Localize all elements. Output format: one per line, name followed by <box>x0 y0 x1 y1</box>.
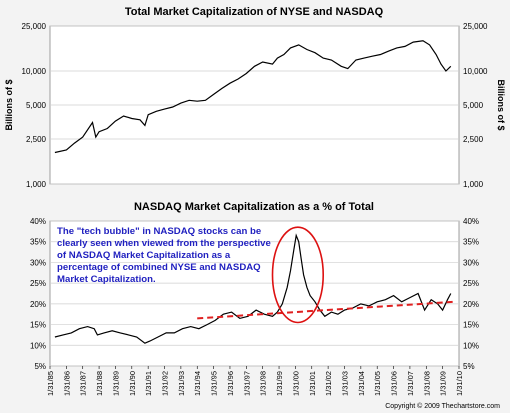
top-ytick-label-right: 10,000 <box>463 67 488 76</box>
copyright-text: Copyright © 2009 Thechartstore.com <box>385 402 500 410</box>
bottom-yaxis-right: 5% 10% 15% 20% 25% 30% 35% 40% <box>463 217 479 371</box>
top-ylabel-right: Billions of $ <box>496 79 506 130</box>
top-ytick-label-left: 2,500 <box>26 135 47 144</box>
bottom-ytick-label-left: 25% <box>30 279 46 288</box>
bottom-series-line <box>54 233 452 344</box>
bottom-plot-area <box>49 220 460 367</box>
bottom-xtick-label: 1/31/04 <box>357 371 366 396</box>
top-ylabel-left: Billions of $ <box>4 79 14 130</box>
bottom-ytick-label-left: 35% <box>30 238 46 247</box>
annotation-line-4: percentage of combined NYSE and NASDAQ <box>57 262 261 273</box>
top-ytick-label-left: 10,000 <box>22 67 47 76</box>
bottom-xtick-label: 1/31/87 <box>79 371 88 396</box>
top-ytick-label-right: 2,500 <box>463 135 484 144</box>
annotation-line-2: clearly seen when viewed from the perspe… <box>57 238 271 249</box>
bubble-annotation: The "tech bubble" in NASDAQ stocks can b… <box>57 226 271 285</box>
bottom-xtick-label: 1/31/91 <box>144 371 153 396</box>
top-ytick-label-left: 5,000 <box>26 101 47 110</box>
bottom-yaxis-left: 5% 10% 15% 20% 25% 30% 35% 40% <box>30 217 46 371</box>
bottom-ytick-label-right: 10% <box>463 341 479 350</box>
bottom-xtick-label: 1/31/00 <box>291 371 300 396</box>
top-series <box>54 40 452 154</box>
bottom-ytick-label-right: 25% <box>463 279 479 288</box>
top-ytick-label-left: 1,000 <box>26 180 47 189</box>
bottom-ytick-label-right: 30% <box>463 258 479 267</box>
top-ytick-label-right: 25,000 <box>463 22 488 31</box>
top-chart-title: Total Market Capitalization of NYSE and … <box>125 6 384 18</box>
bottom-ytick-label-left: 30% <box>30 258 46 267</box>
annotation-line-1: The "tech bubble" in NASDAQ stocks can b… <box>57 226 261 237</box>
bottom-xtick-label: 1/31/97 <box>242 371 251 396</box>
bottom-trend-line <box>197 300 455 320</box>
bottom-xtick-label: 1/31/99 <box>275 371 284 396</box>
bottom-xtick-label: 1/31/85 <box>46 371 55 396</box>
bottom-ytick-label-right: 40% <box>463 217 479 226</box>
bottom-xtick-label: 1/31/92 <box>161 371 170 396</box>
bottom-xtick-label: 1/31/01 <box>308 371 317 396</box>
bottom-ytick-label-right: 15% <box>463 321 479 330</box>
top-series-line <box>54 40 452 154</box>
top-gridlines <box>50 25 459 185</box>
bottom-ytick-label-left: 20% <box>30 300 46 309</box>
top-ytick-label-left: 25,000 <box>22 22 47 31</box>
annotation-line-3: of NASDAQ Market Capitalization as a <box>57 250 231 261</box>
bottom-xtick-label: 1/31/94 <box>193 371 202 396</box>
annotation-line-5: Market Capitalization. <box>57 274 156 285</box>
bottom-ytick-label-left: 40% <box>30 217 46 226</box>
top-chart: 1,000 2,500 5,000 10,000 25,000 1,000 2,500 5,… <box>4 6 506 189</box>
bubble-highlight-ellipse <box>271 226 325 324</box>
bottom-xtick-label: 1/31/09 <box>439 371 448 396</box>
bottom-ytick-label-left: 15% <box>30 321 46 330</box>
bottom-ytick-label-left: 5% <box>34 362 46 371</box>
bottom-xaxis: 1/31/85 1/31/86 1/31/87 1/31/88 1/31/89 1/31/… <box>46 366 464 396</box>
bottom-xtick-label: 1/31/05 <box>373 371 382 396</box>
bottom-xtick-label: 1/31/88 <box>95 371 104 396</box>
bottom-ytick-label-right: 35% <box>463 238 479 247</box>
bottom-xtick-label: 1/31/98 <box>259 371 268 396</box>
bottom-xtick-label: 1/31/89 <box>111 371 120 396</box>
bottom-xtick-label: 1/31/10 <box>455 371 464 396</box>
bottom-chart-title: NASDAQ Market Capitalization as a % of T… <box>134 201 374 213</box>
bottom-xtick-label: 1/31/08 <box>422 371 431 396</box>
bottom-ytick-label-right: 5% <box>463 362 475 371</box>
bottom-xtick-label: 1/31/07 <box>406 371 415 396</box>
bottom-xtick-label: 1/31/02 <box>324 371 333 396</box>
bottom-chart: 5% 10% 15% 20% 25% 30% 35% 40% 5% 10% 15% 20% 25% 30… <box>30 201 479 396</box>
bottom-xtick-label: 1/31/90 <box>128 371 137 396</box>
bottom-ytick-label-right: 20% <box>463 300 479 309</box>
bottom-series <box>54 233 455 344</box>
bottom-xtick-label: 1/31/93 <box>177 371 186 396</box>
top-yaxis-right: 1,000 2,500 5,000 10,000 25,000 <box>463 22 488 189</box>
bottom-xtick-label: 1/31/86 <box>62 371 71 396</box>
top-yaxis-left: 1,000 2,500 5,000 10,000 25,000 <box>22 22 47 189</box>
bottom-ytick-label-left: 10% <box>30 341 46 350</box>
bottom-gridlines <box>50 220 459 367</box>
top-ytick-label-right: 1,000 <box>463 180 484 189</box>
bottom-xtick-label: 1/31/03 <box>340 371 349 396</box>
bottom-xtick-label: 1/31/95 <box>210 371 219 396</box>
bottom-xtick-label: 1/31/96 <box>226 371 235 396</box>
bottom-xtick-label: 1/31/06 <box>390 371 399 396</box>
highlight-ellipse <box>271 226 325 324</box>
top-ytick-label-right: 5,000 <box>463 101 484 110</box>
